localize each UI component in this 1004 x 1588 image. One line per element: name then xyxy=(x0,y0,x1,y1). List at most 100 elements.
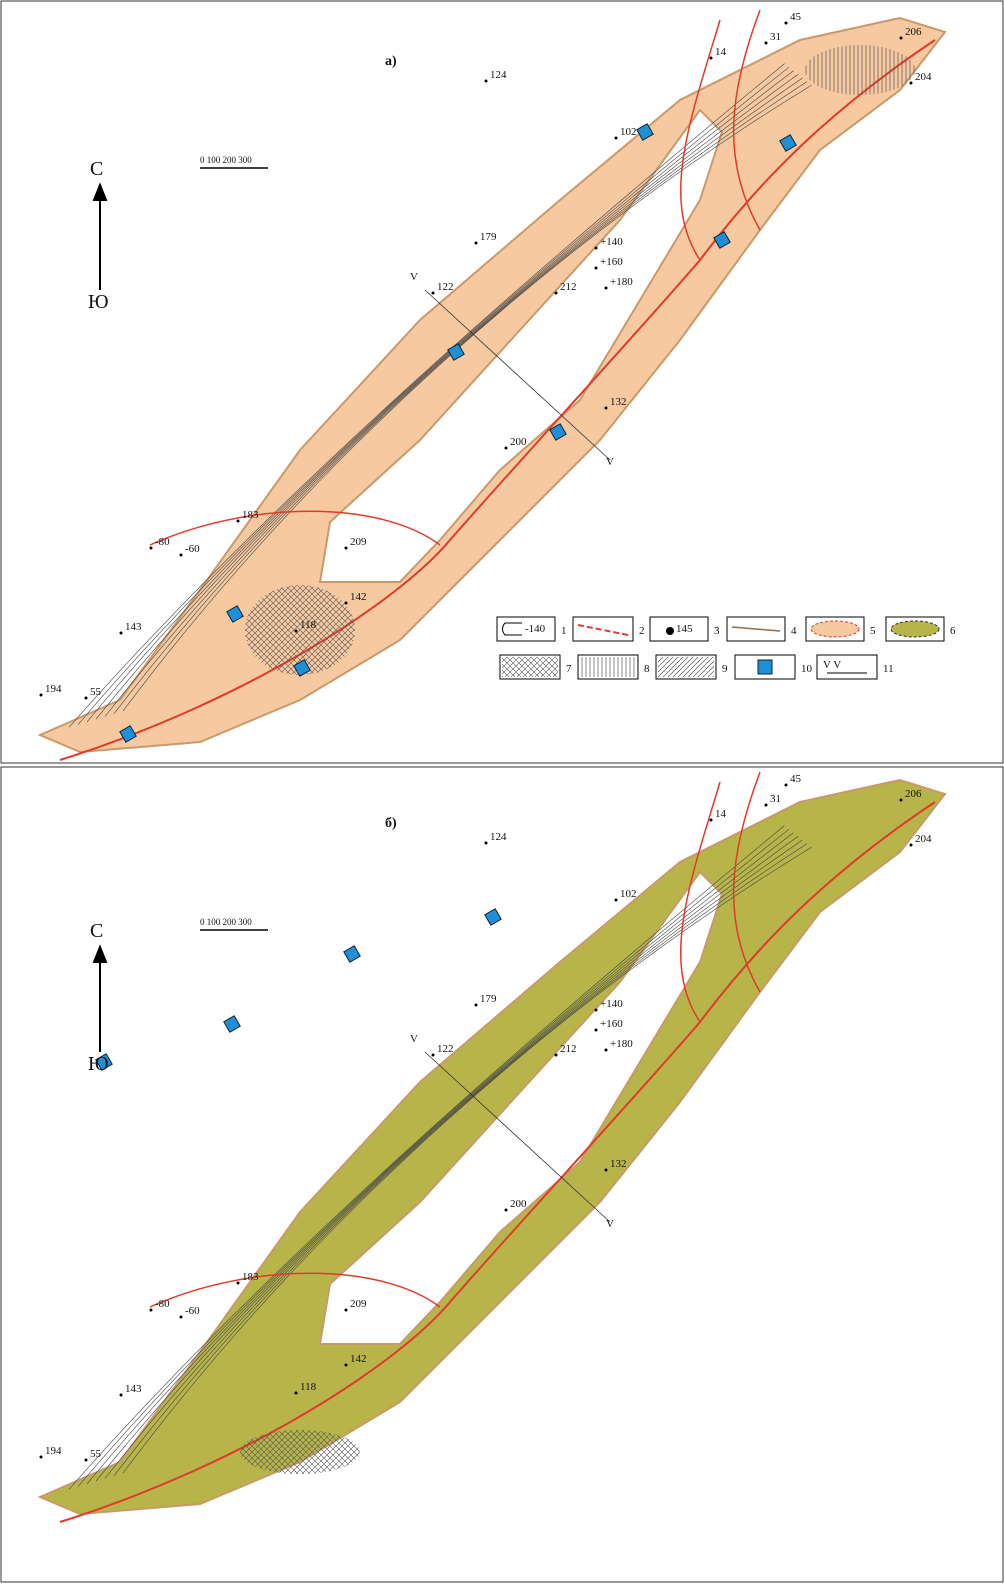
spot-point xyxy=(604,1048,608,1052)
spot-point xyxy=(764,803,768,807)
spot-label: +180 xyxy=(610,276,633,288)
spot-point xyxy=(236,519,240,523)
spot-label: 55 xyxy=(90,1448,102,1460)
legend-symbol xyxy=(502,622,522,636)
spot-point xyxy=(84,696,88,700)
panel-frame xyxy=(0,0,1004,764)
legend-number: 10 xyxy=(801,663,813,675)
spot-label: 124 xyxy=(490,831,507,843)
fault-line xyxy=(149,771,761,1308)
contour-line xyxy=(86,832,794,1485)
legend-number: 3 xyxy=(714,625,720,637)
spot-point xyxy=(294,629,298,633)
spot-label: 14 xyxy=(715,46,727,58)
spot-label: 132 xyxy=(610,1158,627,1170)
scale-label: 0 100 200 300 xyxy=(200,917,252,927)
spot-label: 204 xyxy=(915,833,932,845)
spot-point xyxy=(84,1458,88,1462)
spot-point xyxy=(594,246,598,250)
compass-arrow xyxy=(92,944,108,1052)
spot-label: 142 xyxy=(350,1353,367,1365)
spot-label: 212 xyxy=(560,281,577,293)
spot-point xyxy=(119,1393,123,1397)
spot-point xyxy=(614,136,618,140)
spot-label: +160 xyxy=(600,1018,623,1030)
scale-label: 0 100 200 300 xyxy=(200,155,252,165)
legend-box xyxy=(496,616,556,642)
spot-label: 143 xyxy=(125,1383,142,1395)
spot-point xyxy=(179,1315,183,1319)
legend-number: 2 xyxy=(639,625,645,637)
spot-point xyxy=(709,818,713,822)
section-line xyxy=(424,289,611,461)
legend-number: 7 xyxy=(566,663,572,675)
spot-label: 200 xyxy=(510,436,527,448)
section-line xyxy=(424,1051,611,1223)
spot-point xyxy=(899,36,903,40)
spot-label: 118 xyxy=(300,1381,317,1393)
spot-label: -60 xyxy=(185,1305,200,1317)
spot-point xyxy=(504,446,508,450)
well xyxy=(636,123,654,141)
legend-symbol xyxy=(757,659,773,675)
legend-box xyxy=(805,616,865,642)
spot-label: 204 xyxy=(915,71,932,83)
well xyxy=(779,134,797,152)
well xyxy=(293,659,311,677)
ore-body xyxy=(37,778,947,1516)
legend-number: 6 xyxy=(950,625,956,637)
spot-label: 45 xyxy=(790,773,802,785)
spot-label: -80 xyxy=(155,1298,170,1310)
spot-point xyxy=(504,1208,508,1212)
spot-label: 102 xyxy=(620,888,637,900)
legend-box xyxy=(655,654,717,680)
well xyxy=(447,343,465,361)
spot-point xyxy=(344,1308,348,1312)
legend-number: 8 xyxy=(644,663,650,675)
spot-point xyxy=(909,843,913,847)
compass-arrow xyxy=(92,182,108,290)
legend-symbol xyxy=(810,620,860,638)
legend-symbol xyxy=(890,620,940,638)
well xyxy=(95,1053,113,1071)
spot-label: 132 xyxy=(610,396,627,408)
spot-point xyxy=(294,1391,298,1395)
panel-frame xyxy=(0,766,1004,1583)
legend-box xyxy=(816,654,878,680)
spot-label: 31 xyxy=(770,793,781,805)
well xyxy=(343,945,361,963)
spot-point xyxy=(431,291,435,295)
contour-line xyxy=(68,63,785,728)
spot-label: 14 xyxy=(715,808,727,820)
contour-line xyxy=(122,846,812,1474)
spot-point xyxy=(344,1363,348,1367)
spot-label: 122 xyxy=(437,281,454,293)
spot-point xyxy=(604,1168,608,1172)
spot-point xyxy=(899,798,903,802)
hatch-zone xyxy=(245,585,355,675)
legend-number: 5 xyxy=(870,625,876,637)
compass-south: Ю xyxy=(88,1053,109,1075)
spot-point xyxy=(709,56,713,60)
spot-point xyxy=(604,406,608,410)
legend-number: 4 xyxy=(791,625,797,637)
spot-label: 183 xyxy=(242,1271,259,1283)
spot-point xyxy=(344,601,348,605)
section-label: V xyxy=(606,456,614,468)
spot-point xyxy=(431,1053,435,1057)
spot-point xyxy=(484,79,488,83)
spot-label: 124 xyxy=(490,69,507,81)
legend-symbol xyxy=(580,657,636,677)
spot-label: 122 xyxy=(437,1043,454,1055)
compass-north: С xyxy=(90,920,103,942)
contour-line xyxy=(95,74,799,720)
contour-line xyxy=(86,70,794,723)
legend-sample: -140 xyxy=(525,623,546,635)
legend-box xyxy=(499,654,561,680)
spot-label: 209 xyxy=(350,536,367,548)
spot-label: 194 xyxy=(45,1445,62,1457)
spot-label: +140 xyxy=(600,236,623,248)
spot-point xyxy=(614,898,618,902)
spot-point xyxy=(474,1003,478,1007)
